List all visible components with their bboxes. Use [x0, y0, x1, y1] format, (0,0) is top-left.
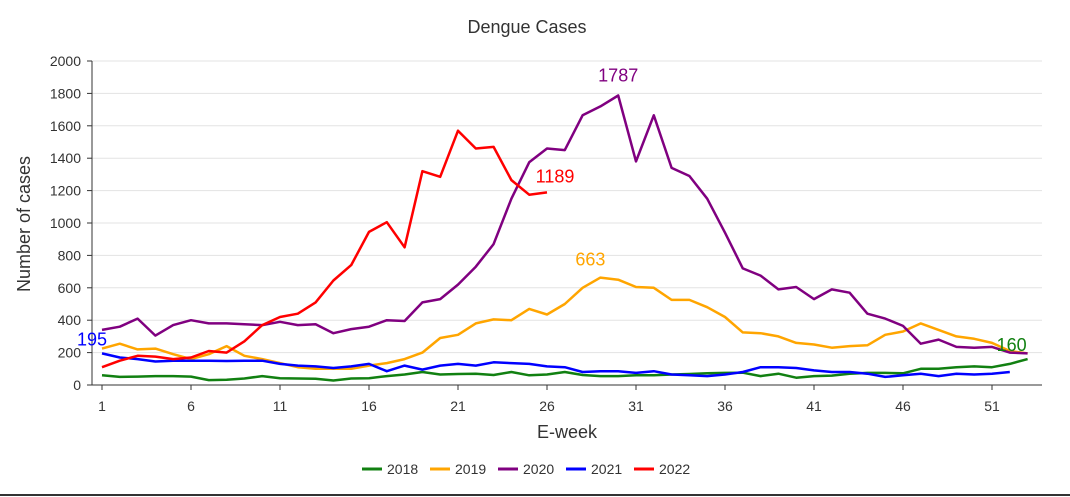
- y-tick-label: 1000: [50, 215, 81, 231]
- annotation-1189: 1189: [536, 166, 575, 186]
- data-annotations: 195 1787 1189 663 160: [77, 66, 1027, 356]
- legend-label-2019: 2019: [455, 461, 486, 477]
- y-tick-label: 200: [58, 345, 82, 361]
- legend-label-2021: 2021: [591, 461, 622, 477]
- y-tick-label: 0: [73, 377, 81, 393]
- x-tick-label: 16: [361, 398, 377, 414]
- y-tick-label: 1800: [50, 85, 81, 101]
- y-tick-label: 1600: [50, 118, 81, 134]
- series-lines: [101, 94, 1028, 382]
- series-line-2022: [101, 129, 548, 369]
- series-line-2021: [101, 352, 1010, 379]
- chart-title: Dengue Cases: [467, 17, 586, 37]
- legend-label-2018: 2018: [387, 461, 418, 477]
- annotation-195: 195: [77, 329, 107, 349]
- x-tick-label: 11: [273, 398, 288, 414]
- y-tick-label: 600: [58, 280, 82, 296]
- x-axis-ticks: 1 6 11 16 21 26 31 36 41 46 51: [98, 385, 1000, 414]
- y-axis-ticks: 0 200 400 600 800 1000 1200 1400 1600 1800 2000: [50, 53, 92, 393]
- legend: 2018 2019 2020 2021 2022: [362, 461, 690, 477]
- x-tick-label: 46: [895, 398, 911, 414]
- x-tick-label: 31: [628, 398, 644, 414]
- series-line-2018: [101, 357, 1028, 382]
- x-tick-label: 41: [806, 398, 822, 414]
- bottom-divider: [0, 494, 1070, 496]
- x-tick-label: 51: [984, 398, 1000, 414]
- series-line-2020: [101, 94, 1028, 355]
- y-tick-label: 800: [58, 247, 82, 263]
- legend-label-2020: 2020: [523, 461, 554, 477]
- y-axis-label: Number of cases: [14, 156, 34, 292]
- x-tick-label: 26: [539, 398, 555, 414]
- legend-label-2022: 2022: [659, 461, 690, 477]
- annotation-663: 663: [575, 250, 605, 270]
- x-axis-label: E-week: [537, 422, 598, 442]
- annotation-1787: 1787: [598, 66, 638, 86]
- x-tick-label: 36: [717, 398, 733, 414]
- y-tick-label: 1400: [50, 150, 81, 166]
- x-tick-label: 21: [450, 398, 466, 414]
- x-tick-label: 1: [98, 398, 106, 414]
- y-tick-label: 2000: [50, 53, 81, 69]
- grid-lines: [92, 60, 1042, 354]
- annotation-160: 160: [997, 335, 1027, 355]
- y-tick-label: 400: [58, 312, 82, 328]
- x-tick-label: 6: [187, 398, 195, 414]
- series-line-2019: [101, 276, 1028, 371]
- y-tick-label: 1200: [50, 183, 81, 199]
